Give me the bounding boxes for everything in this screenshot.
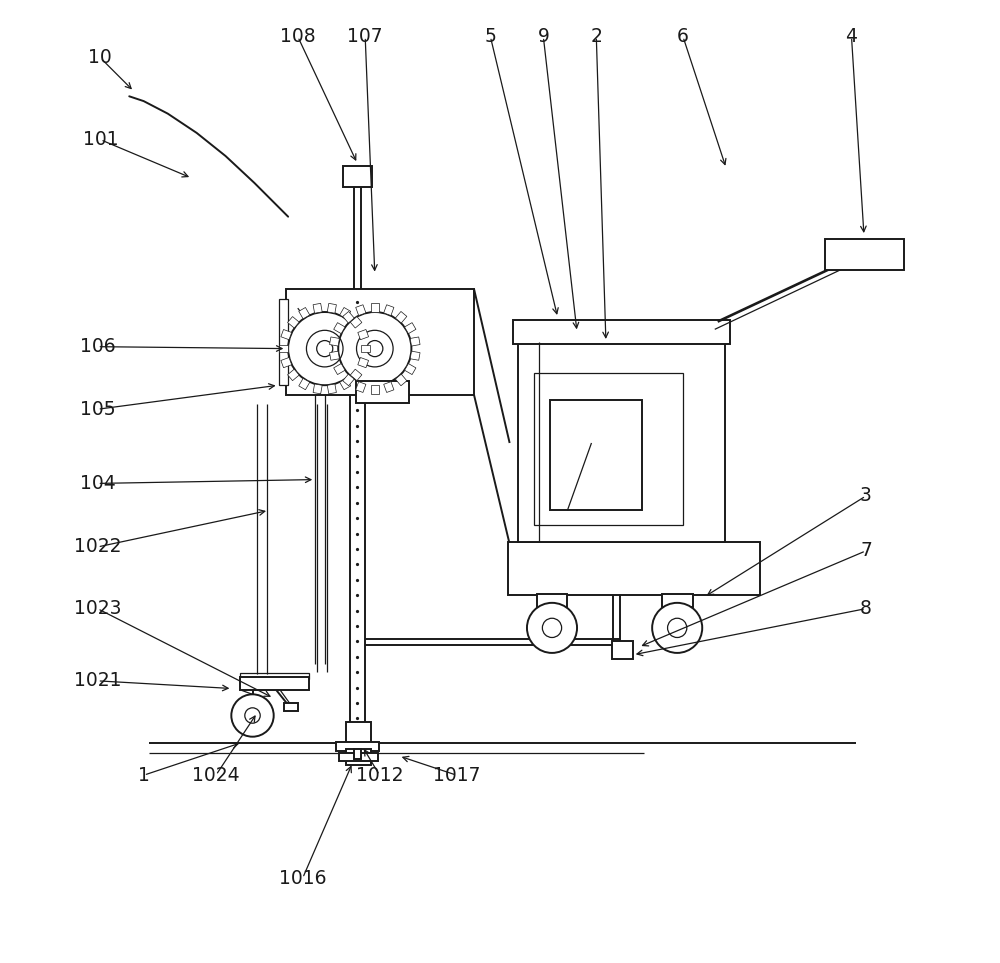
Bar (534, 373, 683, 525)
Bar (339, 753, 378, 761)
Circle shape (231, 694, 274, 737)
Text: 1024: 1024 (192, 766, 240, 785)
Bar (537, 594, 567, 607)
Circle shape (288, 312, 361, 385)
Polygon shape (384, 381, 394, 393)
Polygon shape (371, 385, 379, 394)
Polygon shape (350, 369, 362, 380)
Text: 5: 5 (484, 27, 496, 46)
Text: 106: 106 (80, 337, 115, 356)
Circle shape (338, 312, 411, 385)
Bar (508, 542, 760, 595)
Polygon shape (343, 311, 354, 323)
Text: 7: 7 (860, 541, 872, 560)
Text: 6: 6 (677, 27, 689, 46)
Bar (825, 239, 904, 270)
Polygon shape (410, 337, 420, 346)
Text: 4: 4 (845, 27, 857, 46)
Polygon shape (281, 357, 292, 368)
Bar (518, 342, 725, 542)
Polygon shape (281, 329, 292, 340)
Text: 107: 107 (347, 27, 383, 46)
Polygon shape (358, 357, 369, 368)
Bar (343, 166, 372, 187)
Polygon shape (279, 345, 288, 352)
Bar (612, 641, 633, 659)
Polygon shape (330, 337, 339, 346)
Polygon shape (299, 378, 310, 390)
Bar (286, 289, 474, 395)
Bar (279, 299, 288, 385)
Polygon shape (313, 384, 322, 394)
Polygon shape (343, 375, 354, 386)
Text: 1023: 1023 (74, 599, 121, 618)
Bar (240, 673, 309, 679)
Polygon shape (361, 345, 370, 352)
Bar (354, 749, 361, 759)
Bar (336, 742, 379, 751)
Text: 101: 101 (83, 130, 118, 149)
Text: 105: 105 (80, 400, 115, 419)
Bar (513, 320, 730, 344)
Polygon shape (356, 381, 366, 393)
Polygon shape (327, 384, 336, 394)
Polygon shape (410, 351, 420, 360)
Polygon shape (350, 317, 362, 328)
Text: 108: 108 (280, 27, 316, 46)
Text: 1022: 1022 (74, 537, 121, 557)
Bar (356, 381, 409, 403)
Text: 8: 8 (860, 599, 872, 618)
Polygon shape (405, 364, 416, 375)
Circle shape (527, 603, 577, 653)
Text: 10: 10 (88, 48, 112, 67)
Polygon shape (334, 323, 345, 333)
Bar (284, 703, 298, 711)
Text: 1012: 1012 (356, 766, 403, 785)
Text: 1016: 1016 (279, 869, 326, 888)
Polygon shape (356, 304, 366, 316)
Polygon shape (384, 304, 394, 316)
Polygon shape (327, 303, 336, 313)
Bar (550, 400, 642, 510)
Text: 3: 3 (860, 486, 872, 506)
Polygon shape (340, 307, 351, 319)
Polygon shape (313, 303, 322, 313)
Polygon shape (330, 351, 339, 360)
Polygon shape (395, 375, 407, 386)
Bar (346, 749, 371, 765)
Text: 1017: 1017 (433, 766, 480, 785)
Polygon shape (299, 307, 310, 319)
Text: 1: 1 (138, 766, 150, 785)
Text: 1021: 1021 (74, 671, 121, 690)
Polygon shape (358, 329, 369, 340)
Bar (240, 677, 309, 690)
Polygon shape (395, 311, 407, 323)
Polygon shape (288, 317, 299, 328)
Circle shape (652, 603, 702, 653)
Polygon shape (288, 369, 299, 380)
Text: 104: 104 (80, 474, 115, 493)
Text: 2: 2 (590, 27, 602, 46)
Polygon shape (371, 303, 379, 312)
Polygon shape (334, 364, 345, 375)
Bar (662, 594, 693, 607)
Polygon shape (340, 378, 351, 390)
Bar (346, 722, 371, 743)
Polygon shape (405, 323, 416, 333)
Text: 9: 9 (537, 27, 549, 46)
